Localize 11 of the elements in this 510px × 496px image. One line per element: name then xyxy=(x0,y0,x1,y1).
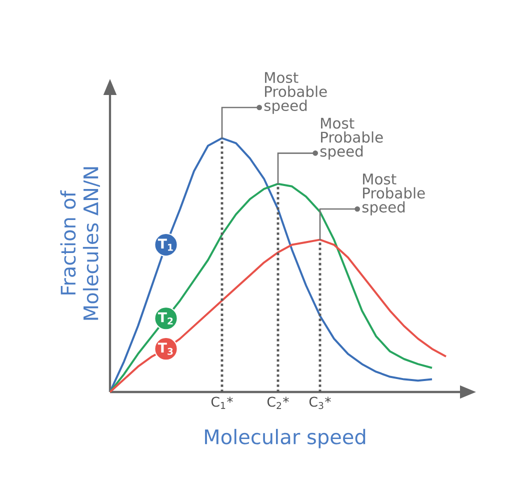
series-label: T$_{2}$ xyxy=(158,312,173,324)
annotation: Most Probable speed xyxy=(320,118,383,160)
x-axis-title: Molecular speed xyxy=(205,428,366,448)
annotation: Most Probable speed xyxy=(362,174,425,216)
x-tick-label: C$_{2}$* xyxy=(267,396,289,409)
series-label: T$_{1}$ xyxy=(158,238,173,251)
series-label: T$_{3}$ xyxy=(158,342,173,355)
x-tick-label: C$_{1}$* xyxy=(211,396,233,409)
y-axis-title: Fraction of Molecules ΔN/N xyxy=(60,167,100,320)
x-tick-label: C$_{3}$* xyxy=(309,396,331,410)
annotation: Most Probable speed xyxy=(264,72,327,114)
